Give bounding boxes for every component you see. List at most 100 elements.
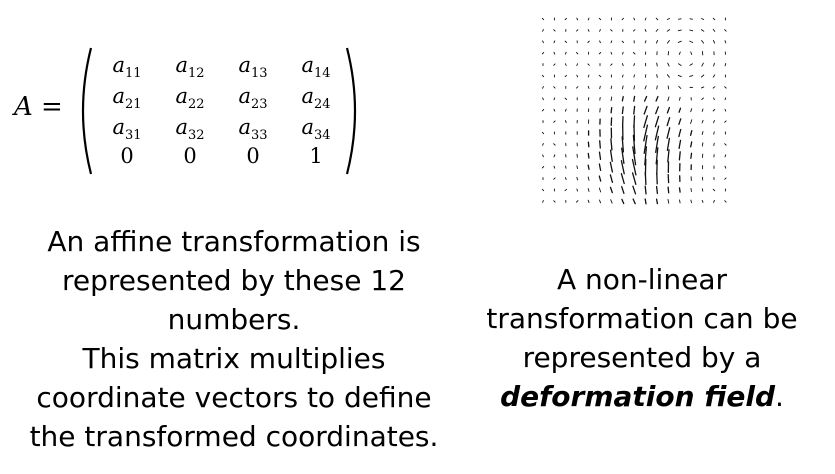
matrix-cell: 0 (120, 144, 134, 168)
field-arrow (724, 200, 727, 203)
caption-line: the transformed coordinates. (29, 420, 439, 453)
field-arrow (643, 124, 649, 142)
field-arrow (599, 85, 601, 90)
field-arrow (643, 105, 648, 115)
field-arrow (690, 199, 692, 204)
field-arrow (553, 86, 556, 89)
field-arrow (701, 97, 704, 101)
field-arrow (655, 95, 659, 102)
field-arrow (542, 86, 544, 89)
field-arrow (610, 63, 613, 66)
field-arrow (576, 188, 578, 192)
field-arrow (598, 151, 602, 161)
field-arrow (632, 134, 636, 155)
field-arrow (542, 200, 544, 203)
field-arrow (666, 40, 670, 44)
field-arrow (677, 29, 682, 32)
field-arrow (701, 199, 704, 203)
field-arrow (541, 17, 545, 21)
affine-caption: An affine transformation is represented … (10, 222, 458, 456)
matrix-cell: a14 (301, 53, 331, 81)
left-parenthesis (81, 47, 93, 175)
field-arrow (564, 97, 567, 100)
field-arrow (724, 154, 727, 158)
field-arrow (564, 51, 567, 55)
matrix-cell: a13 (238, 53, 268, 81)
field-arrow (678, 128, 682, 138)
field-arrow (620, 173, 625, 185)
matrix-cell: a33 (238, 115, 268, 143)
field-arrow (576, 29, 579, 32)
field-arrow (609, 174, 614, 183)
field-arrow (553, 40, 556, 44)
nonlinear-caption: A non-linear transformation can be repre… (466, 260, 818, 416)
field-arrow (667, 149, 670, 163)
field-arrow (553, 200, 556, 203)
matrix-cell: a34 (301, 115, 331, 143)
field-arrow (690, 51, 693, 55)
field-arrow (620, 160, 625, 175)
matrix-symbol: A (14, 92, 33, 122)
field-arrow (679, 199, 681, 204)
field-arrow (713, 62, 715, 67)
field-arrow (622, 85, 624, 90)
field-arrow (587, 85, 590, 89)
field-arrow (610, 29, 613, 32)
field-arrow (644, 172, 647, 186)
caption-line: transformation can be (486, 302, 798, 335)
field-arrow (564, 177, 567, 181)
field-arrow (724, 40, 727, 44)
field-arrow (666, 117, 671, 127)
field-arrow (724, 177, 727, 180)
field-arrow (678, 139, 682, 150)
field-arrow (712, 40, 716, 44)
field-arrow (633, 105, 636, 115)
matrix-cell: a22 (175, 84, 205, 112)
field-arrow (689, 75, 694, 77)
field-arrow (575, 200, 579, 203)
field-arrow (690, 152, 693, 159)
field-arrow (587, 17, 590, 21)
field-arrow (677, 40, 682, 43)
field-arrow (553, 29, 556, 32)
field-arrow (633, 95, 636, 102)
field-arrow (654, 125, 660, 141)
field-arrow (610, 199, 613, 204)
field-arrow (541, 52, 545, 55)
deformation-field-plot (541, 17, 727, 205)
field-arrow (541, 74, 545, 78)
field-arrow (541, 109, 545, 112)
field-arrow (598, 175, 602, 182)
field-arrow (553, 63, 556, 66)
field-arrow (564, 74, 567, 78)
field-arrow (666, 29, 671, 32)
field-arrow (713, 131, 715, 135)
field-arrow (632, 185, 637, 195)
field-arrow (644, 40, 647, 44)
field-arrow (678, 187, 681, 193)
field-arrow (564, 63, 567, 66)
field-arrow (541, 188, 545, 192)
field-arrow (564, 17, 567, 21)
field-arrow (667, 96, 670, 102)
field-arrow (700, 29, 705, 32)
field-arrow (541, 131, 545, 135)
field-arrow (576, 165, 578, 170)
field-arrow (724, 86, 727, 89)
field-arrow (666, 106, 671, 114)
field-arrow (576, 52, 579, 55)
field-arrow (564, 120, 567, 124)
field-arrow (576, 74, 579, 78)
field-arrow (724, 29, 727, 32)
field-arrow (667, 62, 670, 67)
field-arrow (621, 40, 624, 43)
field-arrow (541, 166, 545, 169)
matrix-cell: a31 (112, 115, 142, 143)
field-arrow (632, 146, 637, 166)
field-arrow (678, 151, 681, 161)
caption-line: numbers. (167, 303, 301, 336)
field-arrow (553, 108, 556, 112)
field-arrow (609, 149, 613, 162)
field-arrow (542, 29, 544, 32)
